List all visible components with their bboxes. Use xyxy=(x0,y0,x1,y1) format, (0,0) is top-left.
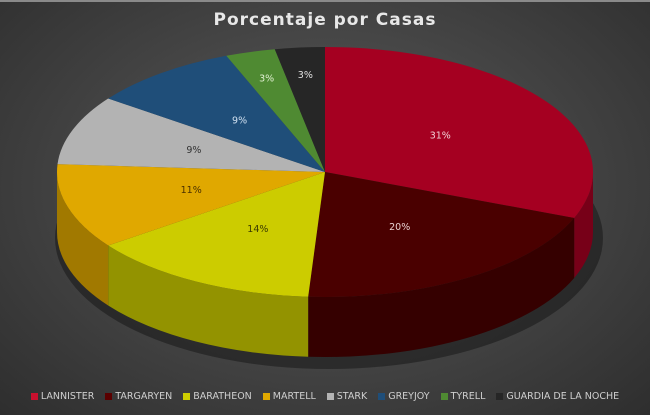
pie-slice-baratheon[interactable] xyxy=(108,172,326,297)
legend-label: STARK xyxy=(336,391,368,402)
legend-label: LANNISTER xyxy=(40,391,95,402)
legend-item-guardia-de-la-noche[interactable]: GUARDIA DE LA NOCHE xyxy=(496,391,619,402)
legend-swatch-icon xyxy=(105,393,113,400)
data-label-stark: 9% xyxy=(186,145,201,156)
data-label-martell: 11% xyxy=(181,185,202,196)
legend-item-tyrell[interactable]: TYRELL xyxy=(440,391,486,402)
pie-side-baratheon xyxy=(108,245,309,357)
legend-item-stark[interactable]: STARK xyxy=(326,391,368,402)
data-label-lannister: 31% xyxy=(430,130,451,141)
pie-sides xyxy=(57,172,593,357)
pie-side-targaryen xyxy=(308,218,575,357)
legend-label: GREYJOY xyxy=(388,391,430,402)
pie-slice-greyjoy[interactable] xyxy=(108,55,326,172)
legend-item-greyjoy[interactable]: GREYJOY xyxy=(378,391,430,402)
pie-slice-martell[interactable] xyxy=(56,164,325,246)
pie-slice-targaryen[interactable] xyxy=(308,172,575,297)
pie-side-martell xyxy=(57,172,109,306)
legend-item-targaryen[interactable]: TARGARYEN xyxy=(105,391,172,402)
legend-label: TARGARYEN xyxy=(115,391,173,402)
data-label-greyjoy: 9% xyxy=(232,116,247,127)
data-label-guardia-de-la-noche: 3% xyxy=(298,70,313,81)
pie-slice-tyrell[interactable] xyxy=(226,49,325,172)
legend-label: GUARDIA DE LA NOCHE xyxy=(506,391,620,402)
legend-swatch-icon xyxy=(496,393,504,400)
legend-swatch-icon xyxy=(183,393,191,400)
top-border xyxy=(0,0,650,2)
data-label-tyrell: 3% xyxy=(259,73,274,84)
pie-top xyxy=(56,47,593,297)
legend-swatch-icon xyxy=(378,393,386,400)
legend-item-martell[interactable]: MARTELL xyxy=(262,391,316,402)
pie-slice-stark[interactable] xyxy=(57,98,325,172)
pie-slice-guardia-de-la-noche[interactable] xyxy=(274,47,325,172)
legend-swatch-icon xyxy=(440,393,448,400)
legend-swatch-icon xyxy=(262,393,270,400)
legend-item-lannister[interactable]: LANNISTER xyxy=(30,391,95,402)
legend-swatch-icon xyxy=(326,393,334,400)
data-label-baratheon: 14% xyxy=(247,224,268,235)
chart-legend: LANNISTER TARGARYEN BARATHEON MARTELL STARK G… xyxy=(0,391,650,402)
legend-label: BARATHEON xyxy=(193,391,252,402)
pie-side-lannister xyxy=(574,172,593,279)
chart-title: Porcentaje por Casas xyxy=(213,10,437,30)
pie-slice-lannister[interactable] xyxy=(325,47,593,219)
data-label-targaryen: 20% xyxy=(389,222,410,233)
legend-item-baratheon[interactable]: BARATHEON xyxy=(183,391,252,402)
legend-label: TYRELL xyxy=(450,391,486,402)
legend-swatch-icon xyxy=(30,393,38,400)
legend-label: MARTELL xyxy=(272,391,316,402)
